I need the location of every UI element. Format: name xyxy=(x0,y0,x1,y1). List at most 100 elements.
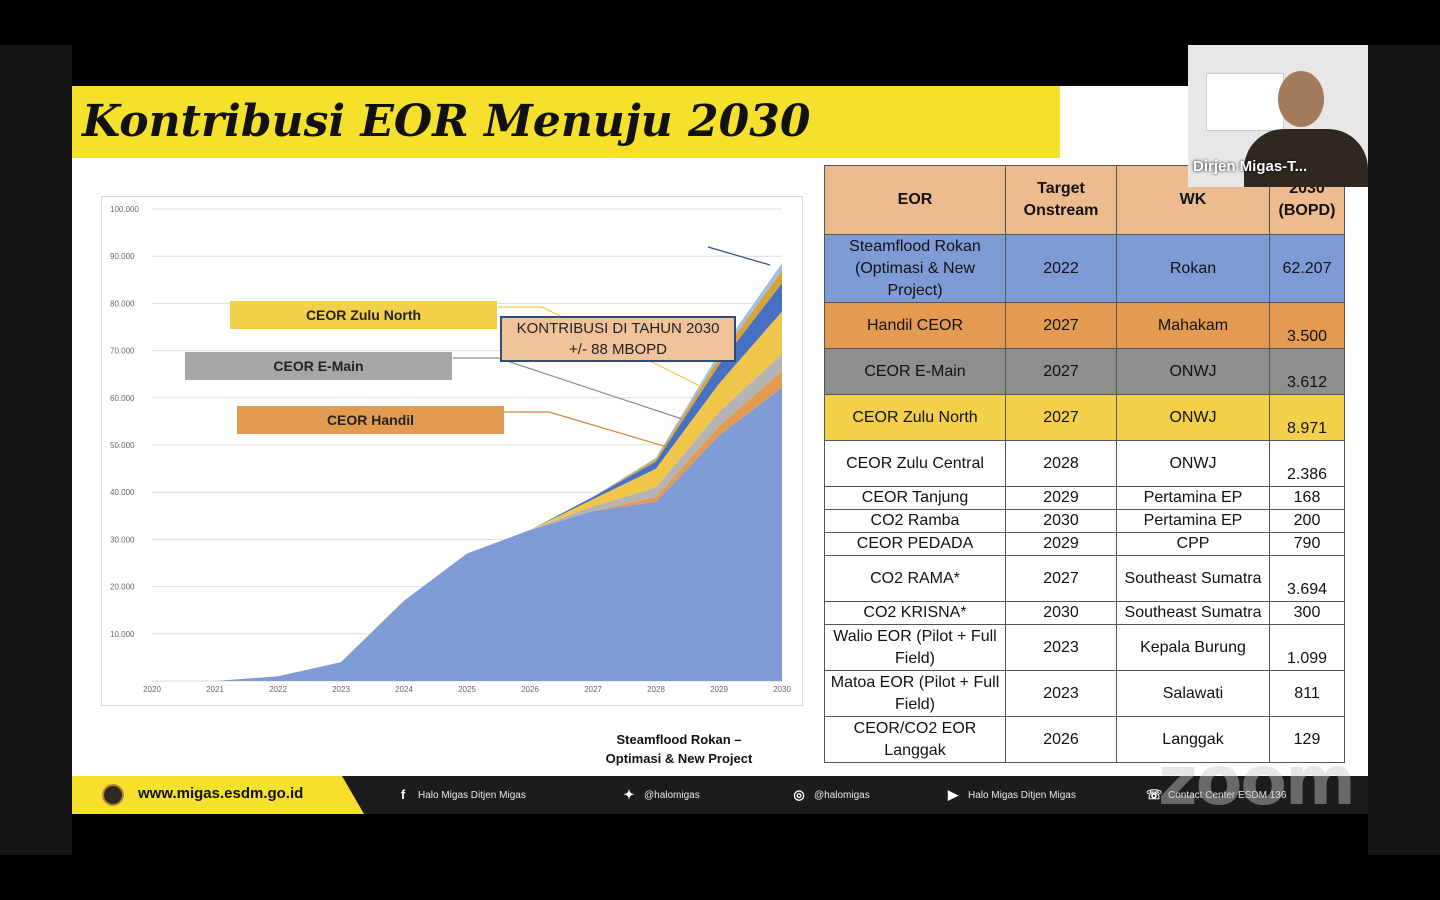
cell-eor: Handil CEOR xyxy=(824,302,1006,349)
participant-video-tile[interactable]: Dirjen Migas-T... xyxy=(1188,45,1368,187)
cell-target: 2029 xyxy=(1005,532,1117,556)
x-tick-label: 2024 xyxy=(395,685,413,694)
contact-label: Contact Center ESDM 136 xyxy=(1168,789,1287,801)
footer-youtube: ▶ Halo Migas Ditjen Migas xyxy=(946,776,1076,814)
shared-slide: Kontribusi EOR Menuju 2030 100.000 90.000… xyxy=(72,86,1368,814)
esdm-logo-icon xyxy=(102,784,124,806)
cell-target: 2030 xyxy=(1005,509,1117,533)
cell-target: 2027 xyxy=(1005,302,1117,349)
cell-eor: CEOR PEDADA xyxy=(824,532,1006,556)
cell-wk: Mahakam xyxy=(1116,302,1270,349)
cell-bopd: 1.099 xyxy=(1269,624,1345,671)
participant-head xyxy=(1278,71,1324,127)
participant-body xyxy=(1244,129,1368,187)
leader-callout xyxy=(707,246,771,266)
twitter-label: @halomigas xyxy=(644,789,700,801)
cell-wk: Langgak xyxy=(1116,716,1270,763)
cell-wk: ONWJ xyxy=(1116,394,1270,441)
cell-target: 2027 xyxy=(1005,394,1117,441)
header-eor: EOR xyxy=(824,165,1006,235)
table-row: CEOR/CO2 EOR Langgak 2026 Langgak 129 xyxy=(824,716,1345,763)
cell-target: 2022 xyxy=(1005,234,1117,303)
cell-eor: CEOR Tanjung xyxy=(824,486,1006,510)
footer-url: www.migas.esdm.go.id xyxy=(138,785,304,802)
youtube-icon: ▶ xyxy=(948,787,958,802)
cell-eor: CO2 Ramba xyxy=(824,509,1006,533)
twitter-icon: ✦ xyxy=(623,787,635,802)
y-tick-label: 100.000 xyxy=(110,205,139,214)
header-target-line1: Target xyxy=(1037,180,1085,197)
cell-bopd: 3.694 xyxy=(1269,555,1345,602)
instagram-icon: ◎ xyxy=(793,787,805,802)
steam-line1: Steamflood Rokan – xyxy=(616,732,742,747)
x-tick-label: 2023 xyxy=(332,685,350,694)
x-tick-label: 2029 xyxy=(710,685,728,694)
cell-wk: Rokan xyxy=(1116,234,1270,303)
callout-line2: +/- 88 MBOPD xyxy=(569,341,667,358)
eor-projects-table: EOR Target Onstream WK 2030 (BOPD) Steam… xyxy=(824,165,1345,763)
leader-handil xyxy=(504,411,668,448)
x-tick-label: 2021 xyxy=(206,685,224,694)
cell-eor: CEOR/CO2 EOR Langgak xyxy=(824,716,1006,763)
cell-wk: Kepala Burung xyxy=(1116,624,1270,671)
youtube-label: Halo Migas Ditjen Migas xyxy=(968,789,1076,801)
cell-target: 2028 xyxy=(1005,440,1117,487)
footer-brand-strip: www.migas.esdm.go.id xyxy=(72,776,364,814)
table-row: Steamflood Rokan (Optimasi & New Project… xyxy=(824,234,1345,303)
cell-bopd: 129 xyxy=(1269,716,1345,763)
cell-eor: CEOR Zulu Central xyxy=(824,440,1006,487)
cell-bopd: 2.386 xyxy=(1269,440,1345,487)
cell-target: 2026 xyxy=(1005,716,1117,763)
instagram-label: @halomigas xyxy=(814,789,870,801)
footer-twitter: ✦ @halomigas xyxy=(622,776,700,814)
letterbox-left xyxy=(0,45,72,855)
cell-bopd: 62.207 xyxy=(1269,234,1345,303)
y-tick-label: 80.000 xyxy=(110,299,135,308)
label-handil: CEOR Handil xyxy=(237,406,504,434)
cell-wk: Pertamina EP xyxy=(1116,509,1270,533)
zoom-watermark: zoom xyxy=(1158,742,1356,821)
x-tick-label: 2028 xyxy=(647,685,665,694)
table-row: CEOR Tanjung 2029 Pertamina EP 168 xyxy=(824,486,1345,510)
cell-bopd: 168 xyxy=(1269,486,1345,510)
y-tick-label: 20.000 xyxy=(110,583,135,592)
cell-wk: ONWJ xyxy=(1116,348,1270,395)
cell-eor: Matoa EOR (Pilot + Full Field) xyxy=(824,670,1006,717)
cell-target: 2027 xyxy=(1005,348,1117,395)
cell-bopd: 300 xyxy=(1269,601,1345,625)
table-row: CEOR E-Main 2027 ONWJ 3.612 xyxy=(824,348,1345,395)
x-tick-label: 2027 xyxy=(584,685,602,694)
y-tick-label: 50.000 xyxy=(110,441,135,450)
letterbox-right xyxy=(1368,45,1440,855)
title-bar: Kontribusi EOR Menuju 2030 xyxy=(72,86,1060,158)
cell-wk: CPP xyxy=(1116,532,1270,556)
header-target-onstream: Target Onstream xyxy=(1005,165,1117,235)
cell-target: 2029 xyxy=(1005,486,1117,510)
cell-eor: Steamflood Rokan (Optimasi & New Project… xyxy=(824,234,1006,303)
cell-bopd: 3.500 xyxy=(1269,302,1345,349)
x-tick-label: 2026 xyxy=(521,685,539,694)
chart-canvas: 100.000 90.000 80.000 70.000 60.000 50.000 40.… xyxy=(110,205,791,694)
steam-line2: Optimasi & New Project xyxy=(605,751,753,766)
label-e-main: CEOR E-Main xyxy=(185,352,452,380)
facebook-icon: f xyxy=(400,787,406,802)
cell-bopd: 200 xyxy=(1269,509,1345,533)
cell-eor: Walio EOR (Pilot + Full Field) xyxy=(824,624,1006,671)
table-header-row: EOR Target Onstream WK 2030 (BOPD) xyxy=(824,165,1345,235)
label-zulu-north: CEOR Zulu North xyxy=(230,301,497,329)
cell-target: 2027 xyxy=(1005,555,1117,602)
table-row: Handil CEOR 2027 Mahakam 3.500 xyxy=(824,302,1345,349)
background-screen xyxy=(1206,73,1284,131)
table-row: CEOR Zulu North 2027 ONWJ 8.971 xyxy=(824,394,1345,441)
callout-2030-contribution: KONTRIBUSI DI TAHUN 2030 +/- 88 MBOPD xyxy=(500,316,736,362)
table-body: Steamflood Rokan (Optimasi & New Project… xyxy=(824,234,1345,763)
cell-bopd: 8.971 xyxy=(1269,394,1345,441)
cell-eor: CO2 RAMA* xyxy=(824,555,1006,602)
cell-wk: Salawati xyxy=(1116,670,1270,717)
y-tick-label: 90.000 xyxy=(110,252,135,261)
slide-footer: www.migas.esdm.go.id f Halo Migas Ditjen… xyxy=(72,776,1368,814)
y-tick-label: 70.000 xyxy=(110,347,135,356)
cell-target: 2023 xyxy=(1005,624,1117,671)
cell-wk: ONWJ xyxy=(1116,440,1270,487)
